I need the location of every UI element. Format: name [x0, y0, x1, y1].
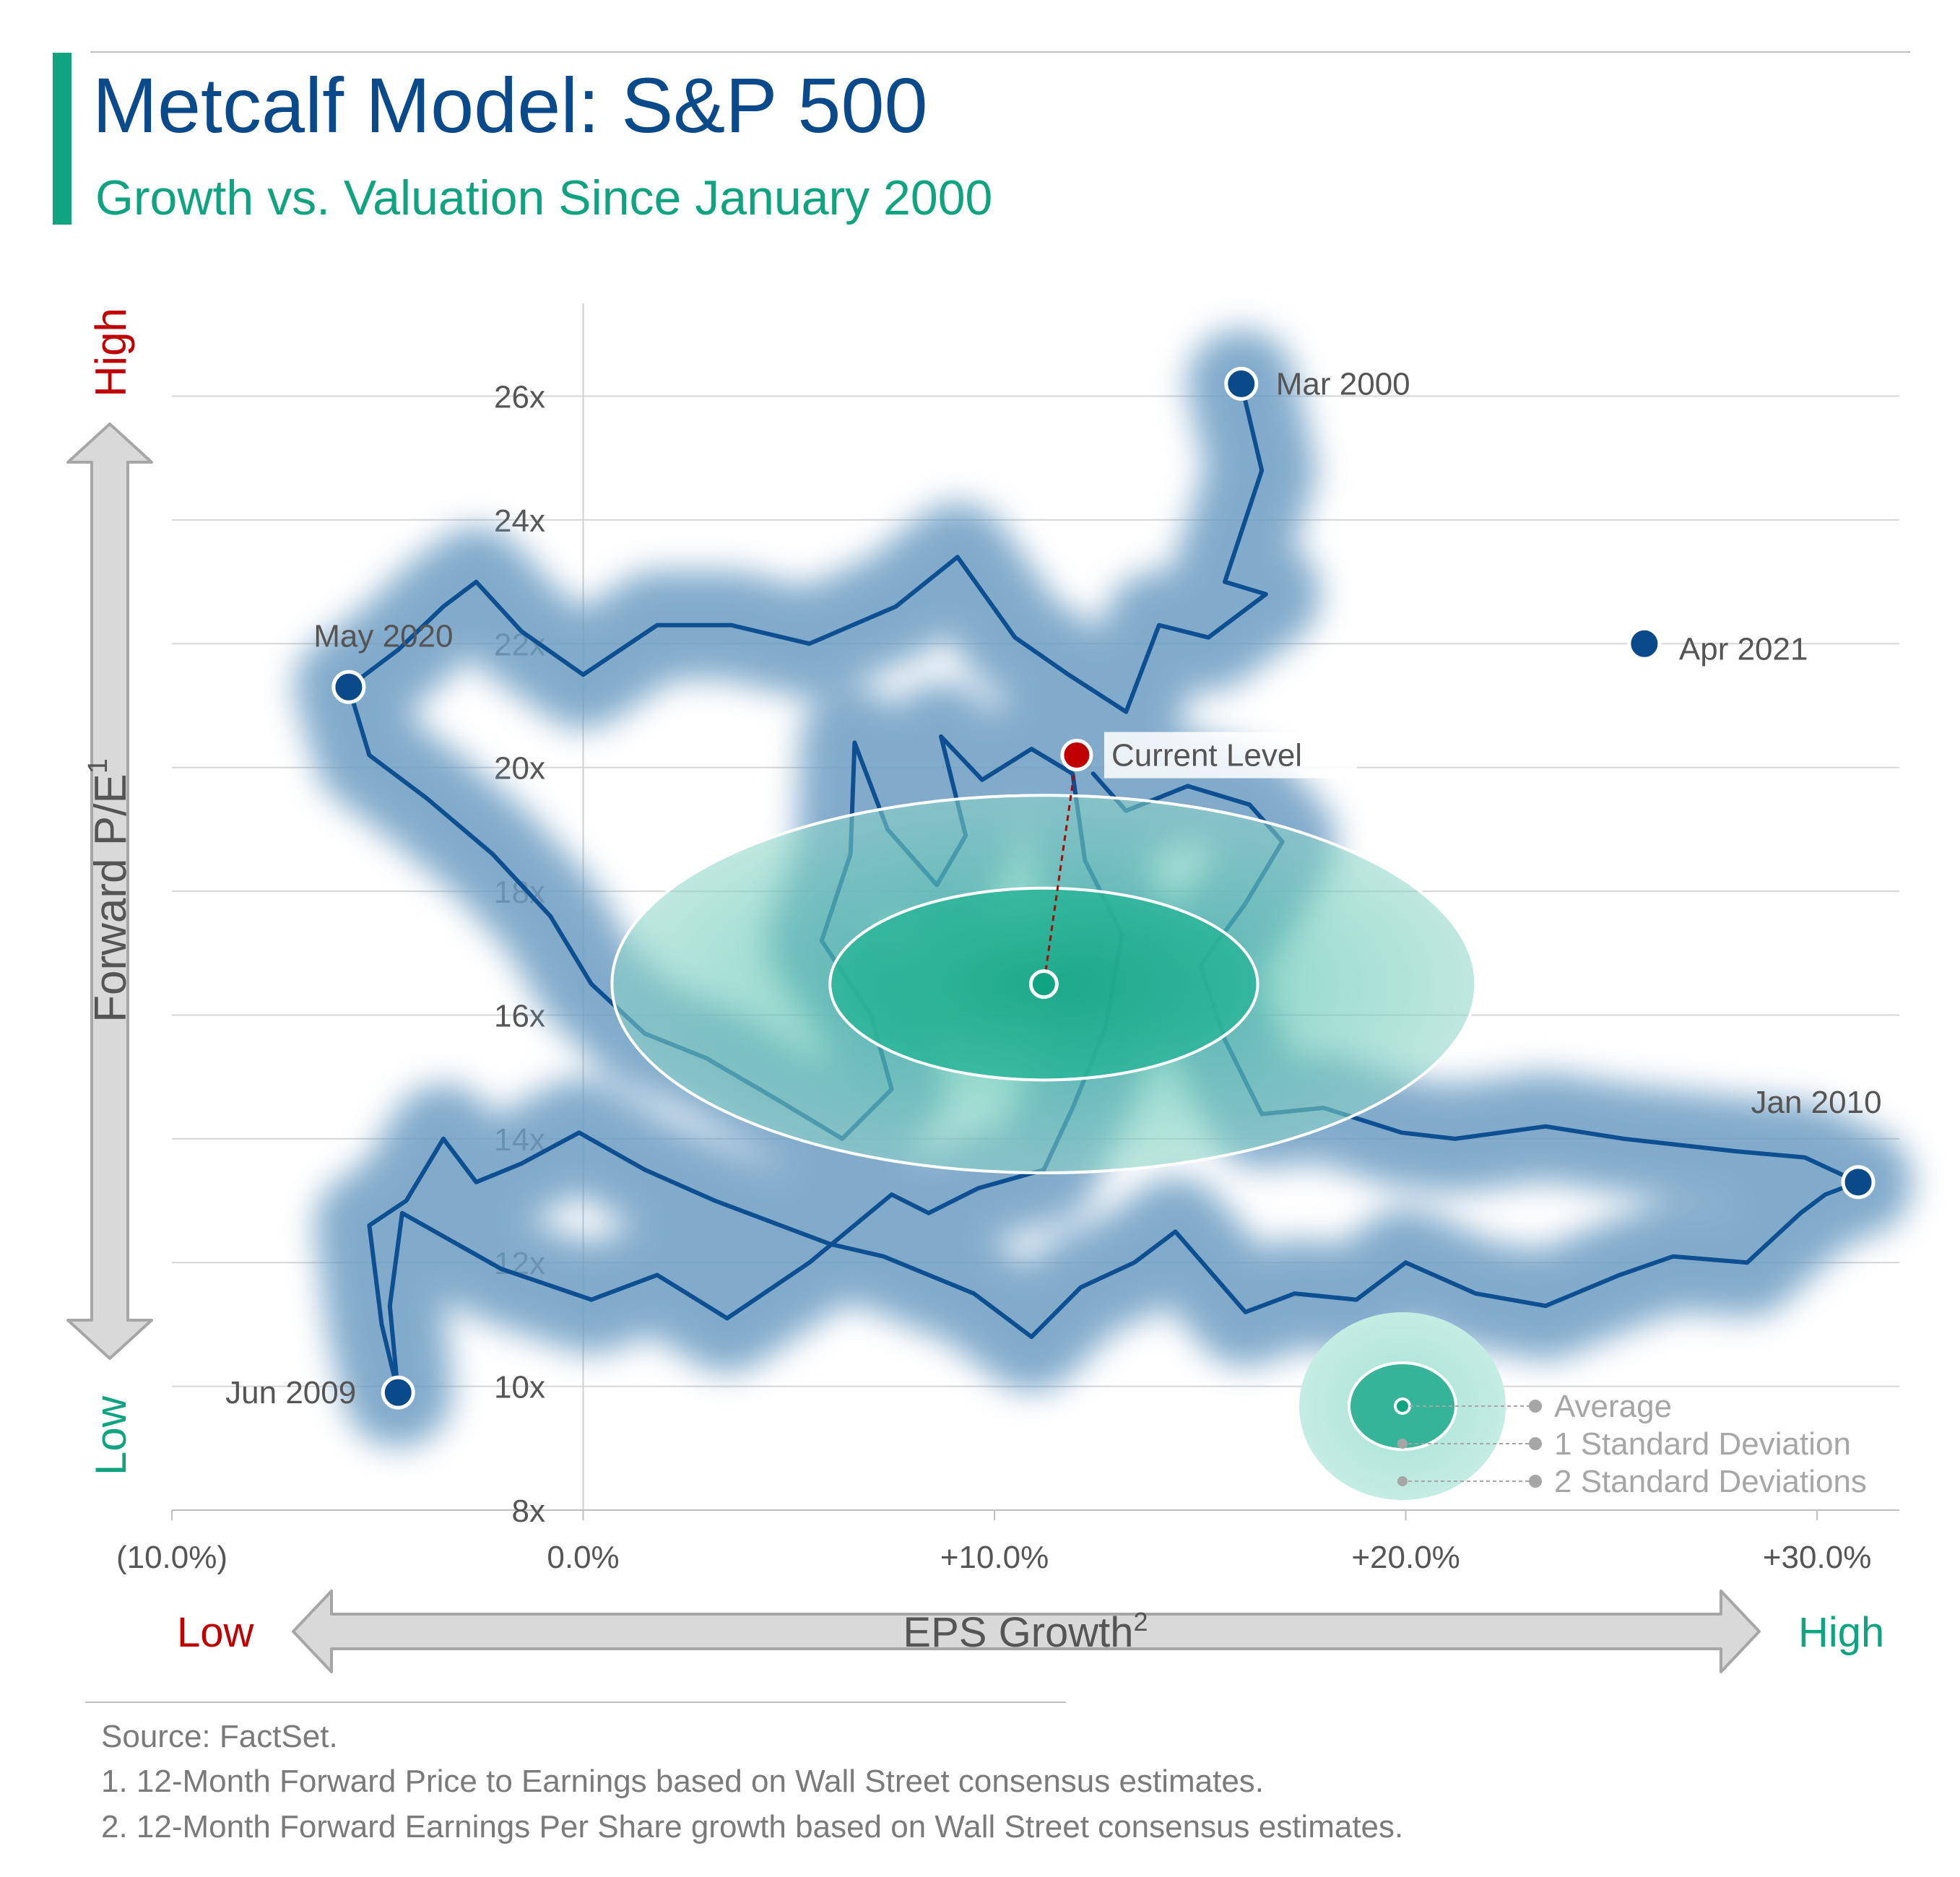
legend-end-avg — [1529, 1400, 1542, 1413]
page-title: Metcalf Model: S&P 500 — [92, 61, 928, 149]
x-axis-high-label: High — [1798, 1609, 1884, 1656]
y-tick-label: 16x — [494, 998, 545, 1033]
x-axis-title: EPS Growth2 — [903, 1607, 1148, 1656]
title-accent-bar — [53, 53, 71, 225]
legend-average-dot — [1394, 1397, 1411, 1415]
labeled-point — [331, 669, 366, 704]
x-axis-arrow — [292, 1590, 1761, 1673]
footnote-rule — [85, 1702, 1066, 1703]
legend-end-2sd — [1529, 1475, 1542, 1488]
labeled-points: Mar 2000 Apr 2021 May 2020 Jan 2010 Jun 2009 — [225, 366, 1881, 1410]
footnote-source: Source: FactSet. — [101, 1719, 338, 1754]
labeled-point — [1627, 626, 1662, 661]
page-subtitle: Growth vs. Valuation Since January 2000 — [95, 170, 993, 225]
y-tick-label: 8x — [512, 1494, 545, 1529]
x-tick-label: +10.0% — [940, 1540, 1049, 1575]
x-tick-label: 0.0% — [547, 1540, 619, 1575]
y-axis-high-label: High — [87, 308, 135, 396]
current-level-label: Current Level — [1111, 738, 1302, 773]
labeled-point — [381, 1375, 415, 1410]
current-label-background — [1103, 732, 1357, 779]
y-tick-label: 10x — [494, 1370, 545, 1405]
point-label: Jan 2010 — [1751, 1085, 1882, 1120]
point-label: Mar 2000 — [1276, 366, 1410, 402]
y-axis-low-label: Low — [87, 1395, 135, 1475]
labeled-point — [1841, 1165, 1876, 1200]
point-label: May 2020 — [313, 618, 453, 654]
y-axis-arrow — [66, 422, 153, 1360]
current-level-point — [1060, 739, 1093, 772]
pe-growth-path — [346, 381, 1860, 1395]
footnote-1: 1. 12-Month Forward Price to Earnings ba… — [101, 1764, 1265, 1799]
point-label: Jun 2009 — [225, 1375, 356, 1410]
legend-label-one-std-dev: 1 Standard Deviation — [1554, 1426, 1851, 1462]
footnote-2: 2. 12-Month Forward Earnings Per Share g… — [101, 1809, 1404, 1845]
legend-label-average: Average — [1554, 1389, 1672, 1424]
current-to-average-line — [1042, 755, 1078, 984]
y-tick-label: 26x — [494, 380, 545, 415]
y-tick-label: 20x — [494, 751, 545, 786]
legend-marker-2sd — [1397, 1476, 1408, 1486]
legend-end-1sd — [1529, 1437, 1542, 1450]
x-tick-labels: (10.0%) 0.0% +10.0% +20.0% +30.0% — [116, 1540, 1871, 1575]
x-tick-label: (10.0%) — [116, 1540, 227, 1575]
labeled-point — [1224, 366, 1259, 401]
legend: Average 1 Standard Deviation 2 Standard … — [1299, 1312, 1867, 1500]
legend-marker-1sd — [1397, 1439, 1408, 1449]
x-axis — [171, 1509, 1899, 1520]
y-axis-title: Forward P/E1 — [83, 758, 136, 1023]
legend-label-two-std-dev: 2 Standard Deviations — [1554, 1464, 1867, 1499]
point-label: Apr 2021 — [1679, 631, 1808, 667]
x-tick-label: +30.0% — [1763, 1540, 1871, 1575]
x-tick-label: +20.0% — [1351, 1540, 1460, 1575]
top-rule — [90, 51, 1910, 53]
y-tick-label: 24x — [494, 503, 545, 539]
average-point — [1028, 969, 1059, 1000]
x-axis-low-label: Low — [177, 1609, 255, 1656]
